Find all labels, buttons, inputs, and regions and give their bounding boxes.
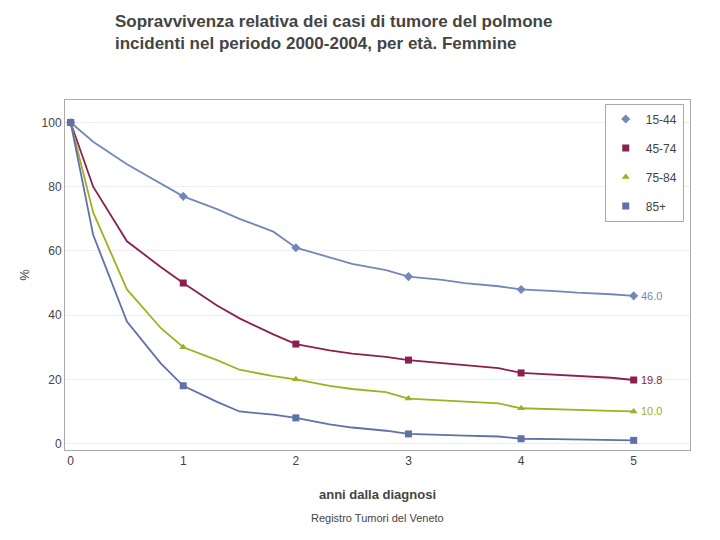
svg-text:40: 40 (48, 308, 62, 322)
svg-text:2: 2 (293, 454, 300, 468)
svg-text:80: 80 (48, 180, 62, 194)
svg-text:20: 20 (48, 373, 62, 387)
svg-text:75-84: 75-84 (646, 171, 677, 185)
svg-text:10.0: 10.0 (641, 405, 662, 417)
svg-text:5: 5 (630, 454, 637, 468)
svg-text:0: 0 (55, 437, 62, 451)
svg-text:4: 4 (518, 454, 525, 468)
svg-text:0: 0 (67, 454, 74, 468)
svg-text:Sopravvivenza relativa dei cas: Sopravvivenza relativa dei casi di tumor… (115, 12, 552, 53)
svg-text:100: 100 (42, 116, 62, 130)
svg-text:anni dalla diagnosi: anni dalla diagnosi (319, 487, 436, 502)
svg-text:%: % (17, 269, 32, 281)
svg-text:60: 60 (48, 244, 62, 258)
svg-text:85+: 85+ (646, 200, 666, 214)
svg-text:1: 1 (180, 454, 187, 468)
svg-text:3: 3 (405, 454, 412, 468)
svg-text:Registro Tumori del Veneto: Registro Tumori del Veneto (311, 512, 444, 524)
svg-text:15-44: 15-44 (646, 113, 677, 127)
svg-text:45-74: 45-74 (646, 142, 677, 156)
svg-text:46.0: 46.0 (641, 290, 662, 302)
svg-text:19.8: 19.8 (641, 374, 662, 386)
